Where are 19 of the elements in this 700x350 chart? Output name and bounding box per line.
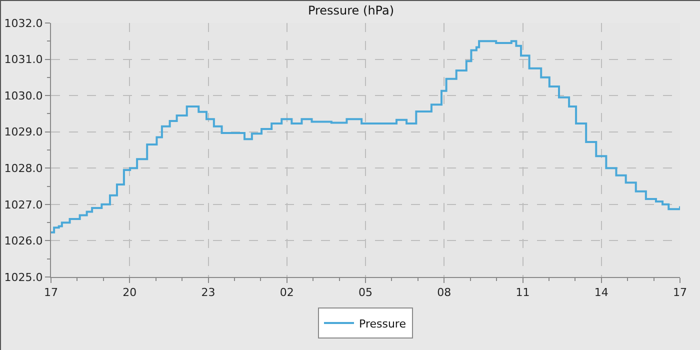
x-tick-label: 14 [594,286,608,300]
y-tick-label: 1026.0 [4,234,43,248]
x-tick-label: 17 [673,286,687,300]
x-tick-label: 05 [358,286,372,300]
y-tick-label: 1029.0 [4,126,43,139]
y-tick-label: 1031.0 [4,53,43,66]
chart-title: Pressure (hPa) [308,4,394,18]
legend-label: Pressure [359,317,406,330]
x-tick-label: 08 [437,286,452,300]
x-tick-label: 23 [201,286,216,300]
y-tick-label: 1028.0 [4,162,43,175]
x-tick-label: 20 [122,286,137,300]
y-tick-label: 1025.0 [4,270,43,284]
x-tick-label: 11 [516,286,530,300]
x-tick-label: 17 [44,286,58,300]
y-tick-label: 1032.0 [4,16,43,30]
y-tick-label: 1027.0 [4,198,43,212]
x-tick-label: 02 [280,286,294,300]
y-tick-label: 1030.0 [4,89,43,102]
